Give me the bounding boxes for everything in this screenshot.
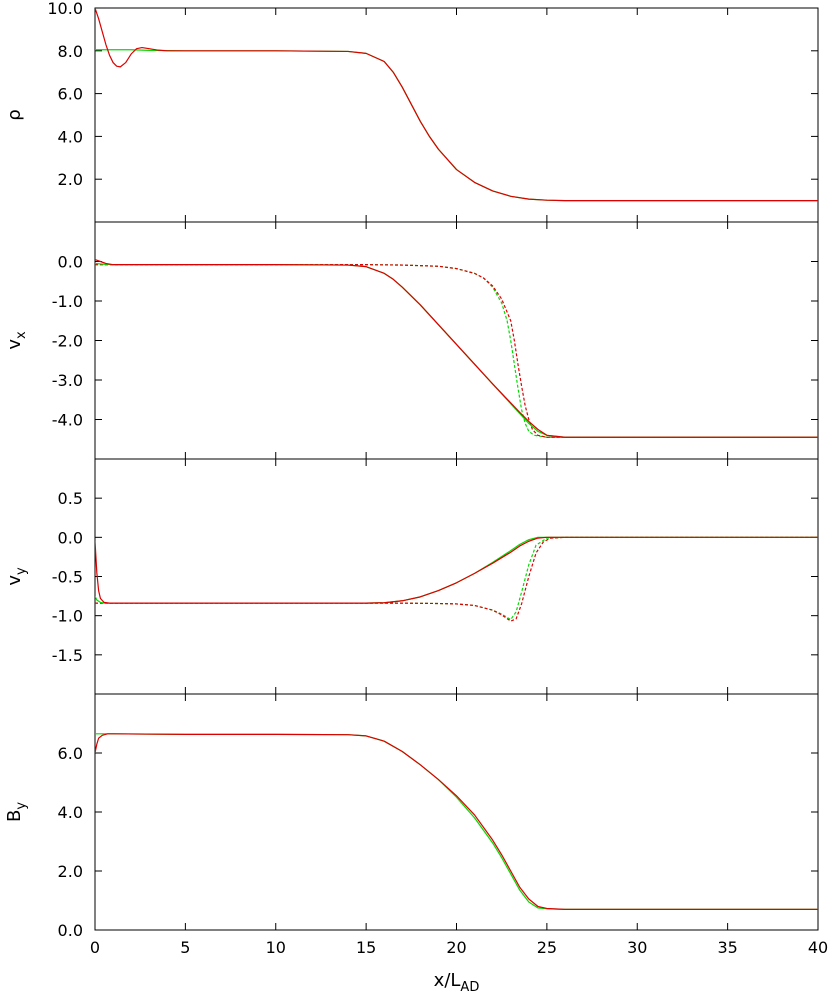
ytick-label-vy: 0.5 [58,489,83,508]
ytick-label-rho: 2.0 [58,170,83,189]
ytick-label-vx: -1.0 [52,292,83,311]
panel-frame-vy [94,458,819,695]
ytick-label-By: 6.0 [58,744,83,763]
xtick-label: 25 [537,938,557,957]
series-line-vy-green-dashed [95,536,818,621]
ytick-label-vy: -1.0 [52,607,83,626]
ytick-label-vx: 0.0 [58,253,83,272]
series-line-vy-green-solid [95,536,818,604]
panel-frame-By [94,693,819,931]
series-line-vy-red-solid [95,536,818,604]
ytick-label-vy: -1.5 [52,646,83,665]
series-line-vx-green-dashed [95,264,818,438]
ytick-label-By: 0.0 [58,921,83,940]
ytick-label-rho: 8.0 [58,42,83,61]
series-line-By-red-solid [95,733,818,910]
series-line-rho-green-solid [95,49,818,202]
xlabel: x/LAD [434,970,480,994]
ytick-label-vx: -3.0 [52,371,83,390]
xtick-label: 40 [808,938,828,957]
xtick-label: 35 [717,938,737,957]
ylabel-subscript-vx: x [14,331,29,339]
series-line-vx-green-solid [95,262,818,438]
ytick-label-By: 2.0 [58,862,83,881]
xtick-label: 30 [627,938,647,957]
ylabel-vx: vx [4,331,29,350]
ylabel-subscript-vy: y [14,567,29,575]
ytick-label-rho: 6.0 [58,85,83,104]
panel-frame-rho [94,7,819,223]
ytick-label-vy: 0.0 [58,528,83,547]
ylabel-By: By [4,802,29,822]
ylabel-vy: vy [4,567,29,586]
xtick-label: 20 [446,938,466,957]
xtick-label: 10 [266,938,286,957]
ytick-label-vx: -2.0 [52,332,83,351]
ylabel-subscript-By: y [14,802,29,810]
ylabel-rho: ρ [4,109,25,120]
xlabel-subscript: AD [460,980,479,994]
series-line-By-green-solid [95,733,818,910]
series-line-vx-red-solid [95,258,818,438]
series-line-rho-red-solid [95,8,818,202]
panel-frame-vx [94,221,819,460]
ytick-label-vy: -0.5 [52,568,83,587]
ytick-label-By: 4.0 [58,803,83,822]
xtick-label: 0 [90,938,100,957]
ytick-label-rho: 10.0 [47,0,83,18]
ytick-label-rho: 4.0 [58,127,83,146]
xtick-label: 15 [356,938,376,957]
ytick-label-vx: -4.0 [52,411,83,430]
series-line-vy-red-dashed [95,536,818,622]
series-line-vx-red-dashed [95,264,818,438]
xtick-label: 5 [180,938,190,957]
